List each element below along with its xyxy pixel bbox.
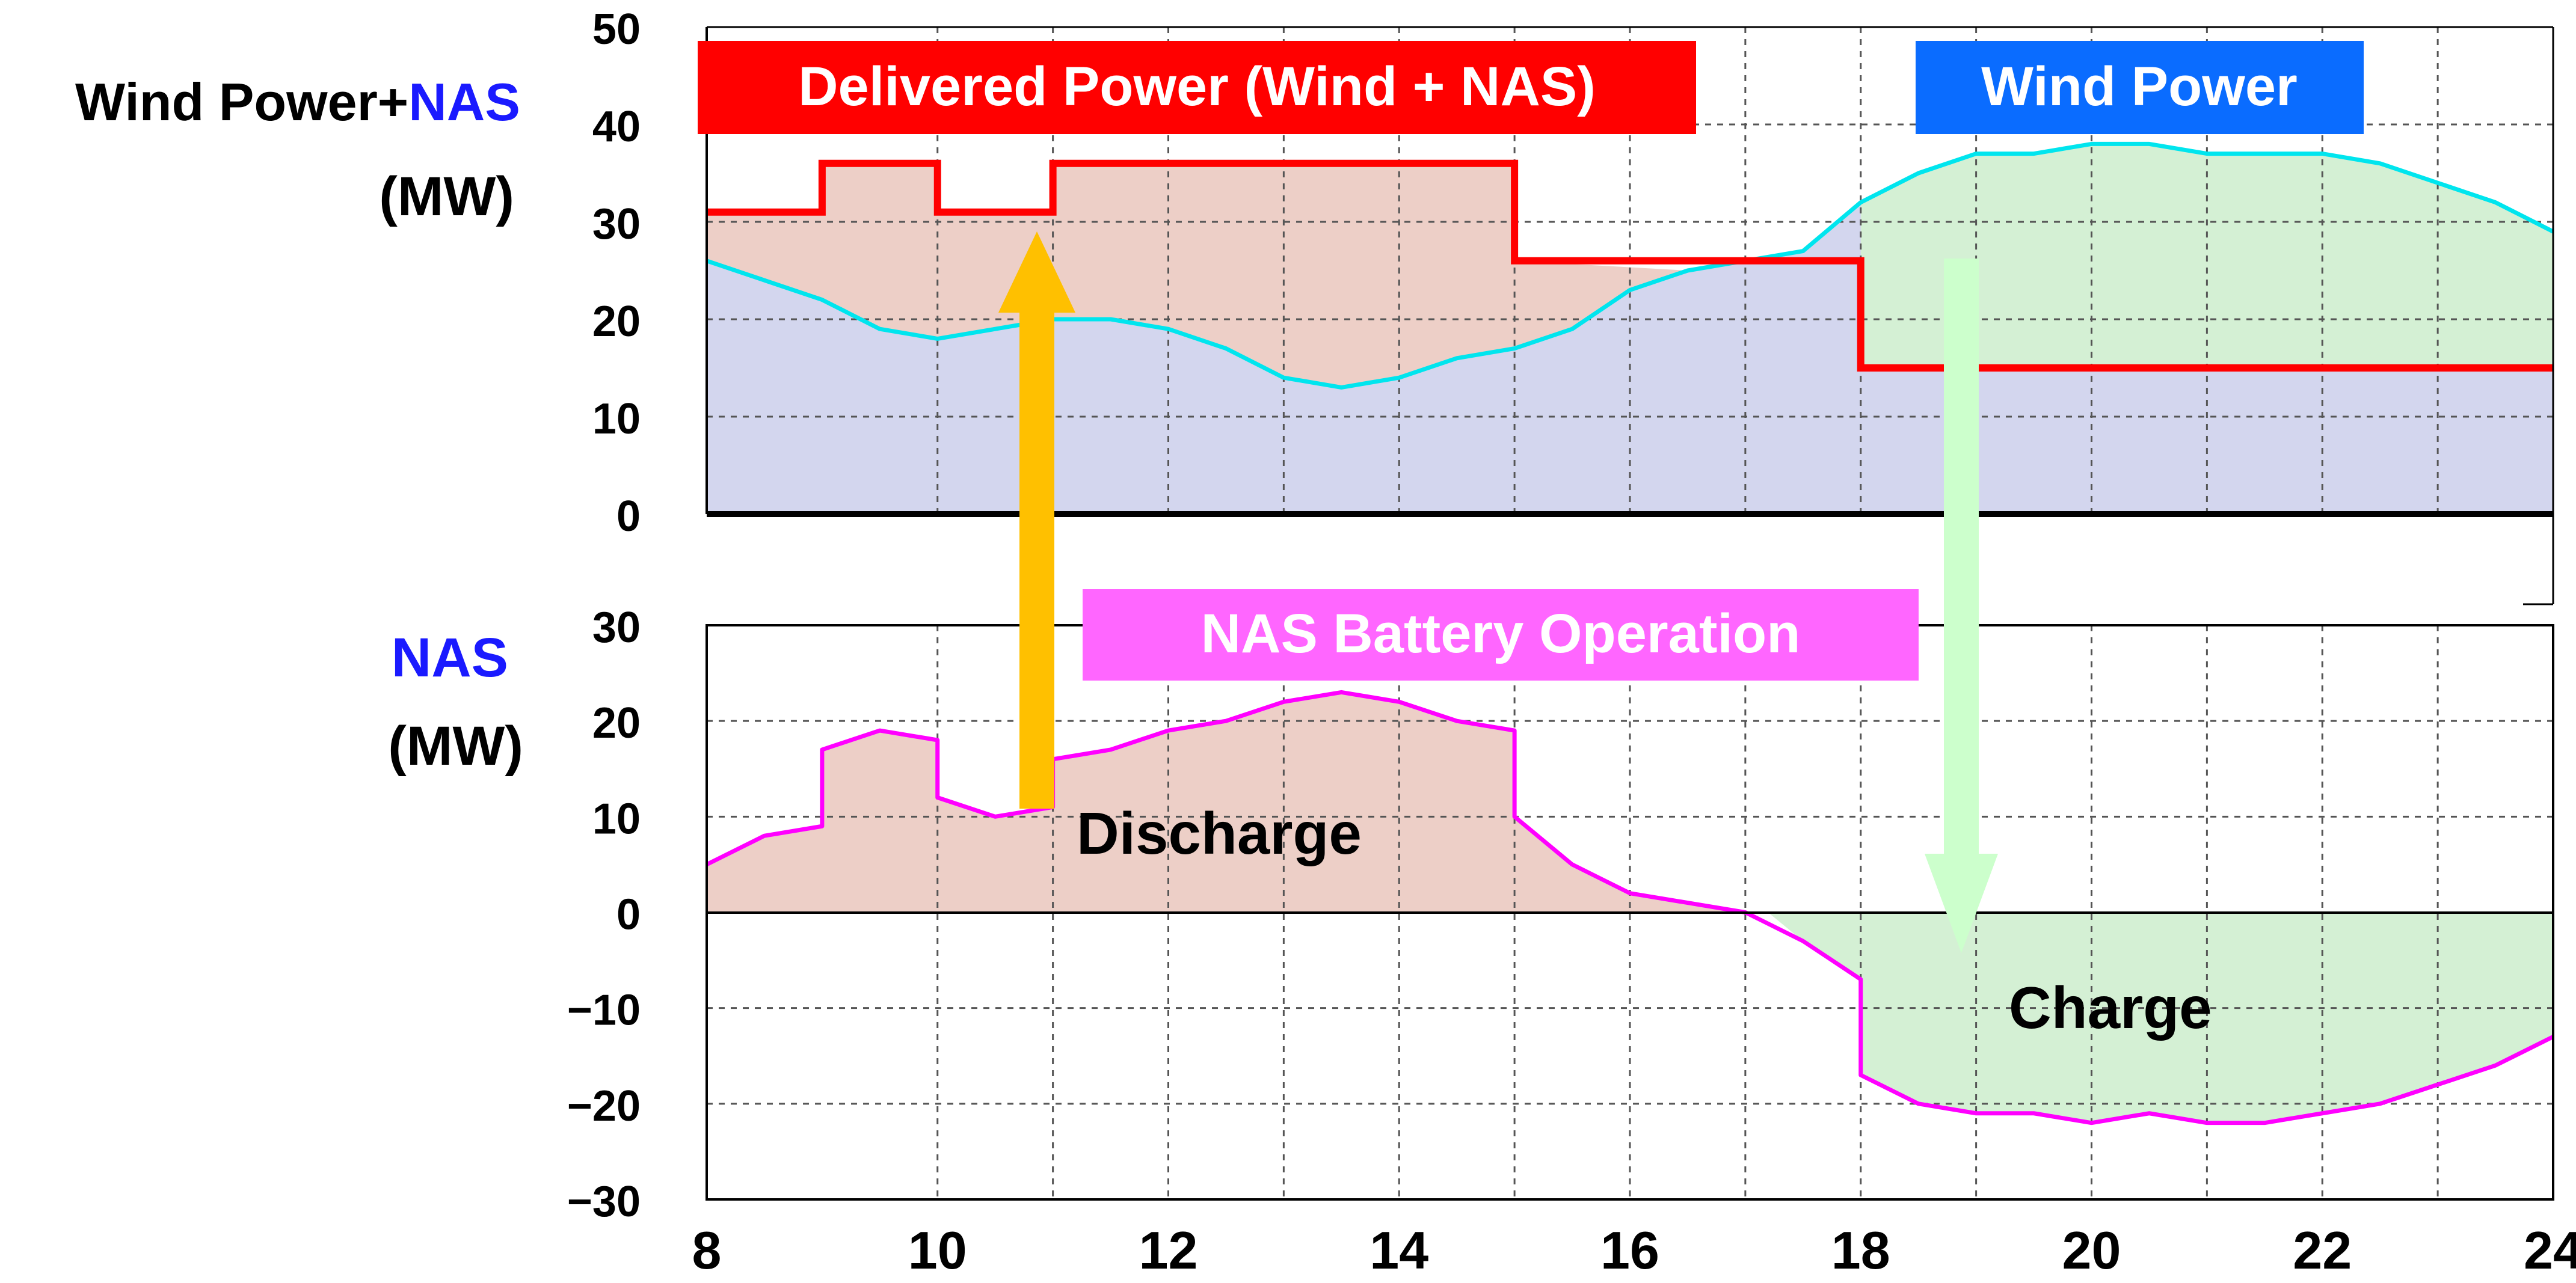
bottom-x-tick-label: 16	[1600, 1220, 1659, 1280]
top-y-axis-unit: (MW)	[379, 166, 514, 227]
bottom-y-tick-label: 30	[592, 604, 641, 652]
top-y-tick-label: 30	[592, 200, 641, 248]
charge-arrow-shaft	[1944, 259, 1979, 860]
nas-charge-area-fill	[1768, 913, 2553, 1123]
bottom-y-tick-labels: 30 20 10 0 −10 −20 −30	[567, 604, 641, 1226]
wind-power-label-box	[1916, 41, 2364, 134]
discharge-arrow-head	[998, 231, 1075, 313]
top-y-tick-label: 50	[592, 5, 641, 54]
bottom-y-tick-label: −30	[567, 1178, 641, 1226]
charge-arrow-head	[1925, 854, 1998, 953]
bottom-y-axis-unit: (MW)	[388, 715, 523, 777]
discharge-annotation: Discharge	[1077, 800, 1362, 866]
top-y-tick-labels: 50 40 30 20 10 0	[592, 5, 641, 540]
bottom-y-tick-label: −20	[567, 1082, 641, 1130]
top-series-lines	[705, 141, 2554, 390]
top-y-axis-label: Wind Power+NAS	[75, 72, 520, 132]
top-y-tick-label: 20	[592, 298, 641, 346]
bottom-x-tick-label: 22	[2293, 1220, 2352, 1280]
delivered-power-label: Delivered Power (Wind + NAS)	[798, 56, 1596, 117]
wind-power-label: Wind Power	[1981, 56, 2298, 117]
bottom-area-fills	[707, 692, 2553, 1123]
top-y-tick-label: 40	[592, 103, 641, 151]
bottom-series-lines	[705, 690, 2554, 1125]
discharge-arrow-shaft	[1019, 307, 1054, 809]
bottom-x-tick-label: 24	[2524, 1220, 2576, 1280]
nas-battery-operation-label: NAS Battery Operation	[1201, 603, 1801, 664]
bottom-x-tick-label: 8	[692, 1220, 722, 1280]
bottom-chart: 30 20 10 0 −10 −20 −30 8 10 12 14 16 18 20 22 24 NAS (…	[388, 589, 2576, 1280]
discharge-arrow	[998, 231, 1075, 809]
bottom-y-tick-label: 0	[616, 891, 641, 939]
bottom-y-tick-label: 20	[592, 699, 641, 747]
charge-annotation: Charge	[2009, 975, 2212, 1041]
wind-power-line	[705, 141, 2554, 390]
discharge-area-fill	[707, 163, 1688, 388]
bottom-y-axis-label-nas: NAS	[392, 627, 508, 688]
top-y-axis-label-part1: Wind Power+	[75, 72, 408, 132]
nas-battery-operation-label-box	[1083, 589, 1919, 681]
top-y-tick-label: 0	[616, 492, 641, 540]
nas-discharge-area-fill	[707, 692, 1769, 913]
bottom-y-tick-label: −10	[567, 987, 641, 1035]
top-y-tick-label: 10	[592, 395, 641, 443]
top-y-axis-label-nas: NAS	[408, 72, 520, 132]
bottom-x-tick-labels: 8 10 12 14 16 18 20 22 24	[692, 1220, 2576, 1280]
top-chart: 50 40 30 20 10 0 Wind Power+NAS (MW) Delivere…	[75, 5, 2554, 605]
nas-battery-line	[705, 690, 2554, 1125]
bottom-x-tick-label: 12	[1139, 1220, 1198, 1280]
bottom-x-tick-label: 14	[1369, 1220, 1428, 1280]
delivered-power-line	[707, 159, 2553, 372]
bottom-x-tick-label: 18	[1831, 1220, 1890, 1280]
charge-arrow	[1925, 259, 1998, 953]
bottom-x-tick-label: 10	[908, 1220, 967, 1280]
bottom-x-tick-label: 20	[2062, 1220, 2121, 1280]
bottom-y-tick-label: 10	[592, 795, 641, 843]
delivered-power-label-box	[698, 41, 1696, 134]
